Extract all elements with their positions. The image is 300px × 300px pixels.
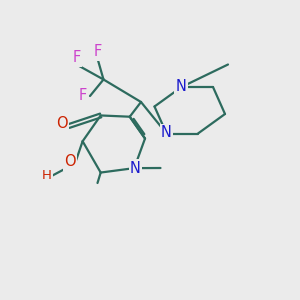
Text: N: N [161, 125, 172, 140]
Text: O: O [64, 154, 75, 169]
Text: O: O [57, 116, 68, 130]
Text: F: F [78, 88, 87, 104]
Text: F: F [93, 44, 102, 59]
Text: F: F [72, 50, 81, 65]
Text: N: N [176, 79, 186, 94]
Text: N: N [130, 160, 141, 175]
Text: H: H [42, 169, 52, 182]
